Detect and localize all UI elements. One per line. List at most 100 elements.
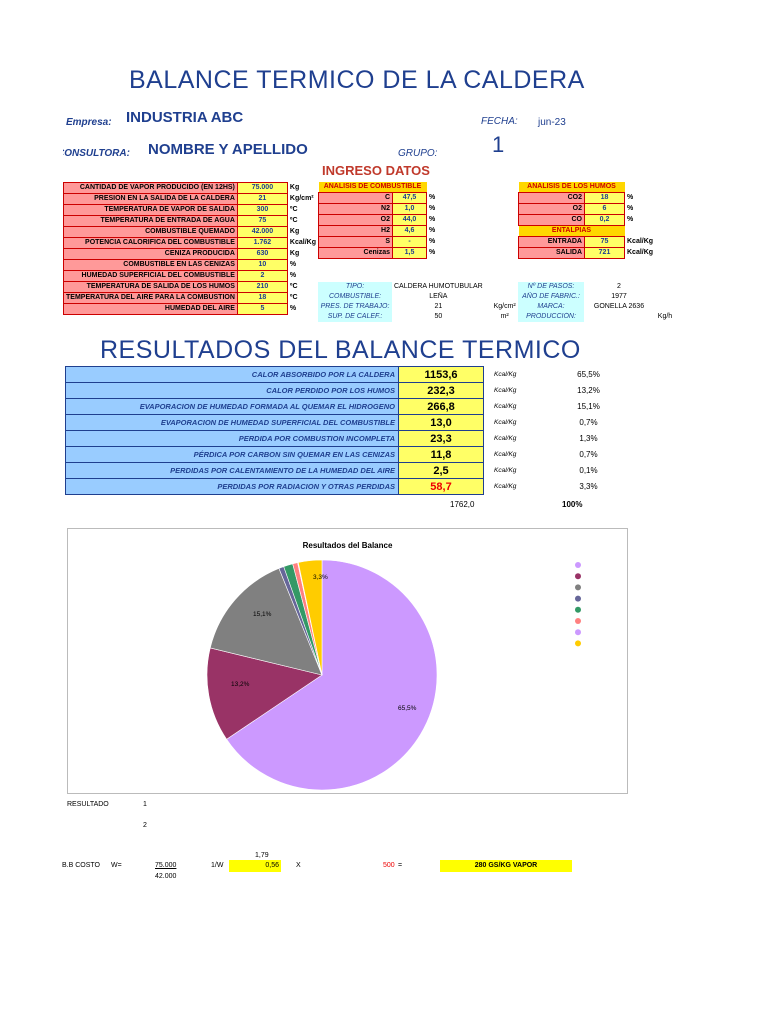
combustible-unit: % — [429, 227, 436, 234]
input-row: COMBUSTIBLE QUEMADO 42.000 Kg — [63, 226, 324, 238]
pie-label: 65,5% — [398, 705, 417, 712]
empresa-value: INDUSTRIA ABC — [126, 109, 244, 126]
caldera-info2-table: Nº DE PASOS: 2 AÑO DE FABRIC.: 1977 MARCA: GO… — [518, 282, 676, 322]
input-value: 210 — [236, 281, 288, 293]
input-value: 21 — [236, 193, 288, 205]
caldera-info2-value — [584, 312, 654, 322]
input-value: 5 — [236, 303, 288, 315]
caldera-info-row: SUP. DE CALEF.: 50 m² — [318, 312, 525, 322]
combustible-value: 4,6 — [392, 225, 427, 237]
x-label: X — [296, 862, 301, 869]
input-label: POTENCIA CALORIFICA DEL COMBUSTIBLE — [63, 237, 238, 249]
input-value: 1.762 — [236, 237, 288, 249]
combustible-row: N2 1,0% — [318, 203, 443, 215]
result-row: PERDIDAS POR RADIACION Y OTRAS PERDIDAS 5… — [65, 478, 622, 495]
legend-marker — [575, 618, 581, 624]
combustible-row: H2 4,6% — [318, 225, 443, 237]
caldera-info-value: 21 — [434, 303, 443, 310]
result-pct: 13,2% — [577, 386, 600, 395]
result-value: 11,8 — [398, 446, 484, 463]
input-label: CENIZA PRODUCIDA — [63, 248, 238, 260]
input-label: COMBUSTIBLE QUEMADO — [63, 226, 238, 238]
pie-slice — [206, 647, 323, 740]
pie-slice — [209, 567, 323, 676]
caldera-info2-row: MARCA: GONELLA 2636 — [518, 302, 676, 312]
combustible-row: O2 44,0% — [318, 214, 443, 226]
resultados-title: RESULTADOS DEL BALANCE TERMICO — [100, 336, 581, 364]
inputs-table: CANTIDAD DE VAPOR PRODUCIDO (EN 12HS) 75.… — [63, 182, 324, 315]
input-unit: % — [289, 305, 297, 312]
input-row: POTENCIA CALORIFICA DEL COMBUSTIBLE 1.762… — [63, 237, 324, 249]
result-row: CALOR ABSORBIDO POR LA CALDERA 1153,6 Kcal… — [65, 366, 622, 383]
humos-header: ANALISIS DE LOS HUMOS — [518, 182, 625, 193]
result-unit: Kcal/Kg — [494, 451, 517, 458]
input-label: PRESION EN LA SALIDA DE LA CALDERA — [63, 193, 238, 205]
result-label: PERDIDAS POR RADIACION Y OTRAS PERDIDAS — [65, 478, 399, 495]
fecha-value: jun-23 — [538, 117, 566, 128]
result-row: PERDIDAS POR CALENTAMIENTO DE LA HUMEDAD… — [65, 462, 622, 479]
equals-label: = — [398, 862, 403, 869]
result-unit: Kcal/Kg — [494, 483, 517, 490]
entalpia-unit: Kcal/Kg — [627, 249, 654, 256]
input-unit: Kcal/Kg — [289, 239, 316, 246]
result-value: 58,7 — [398, 478, 484, 495]
combustible-value: 1,5 — [392, 247, 427, 259]
caldera-info2-row: AÑO DE FABRIC.: 1977 — [518, 292, 676, 302]
input-unit: ºC — [289, 217, 298, 224]
combustible-label: N2 — [318, 203, 393, 215]
entalpia-row: ENTRADA 75 Kcal/Kg — [518, 236, 665, 248]
caldera-info-row: PRES. DE TRABAJO: 21 Kg/cm² — [318, 302, 525, 312]
resultado-label: RESULTADO — [67, 801, 109, 808]
page-title: BALANCE TERMICO DE LA CALDERA — [129, 66, 585, 94]
humos-value: 6 — [584, 203, 625, 215]
input-value: 2 — [236, 270, 288, 282]
combustible-row: Cenizas 1,5% — [318, 247, 443, 259]
humos-unit: % — [627, 194, 634, 201]
grupo-value: 1 — [492, 132, 505, 157]
caldera-info-label: TIPO: — [318, 282, 392, 292]
result-label: CALOR ABSORBIDO POR LA CALDERA — [65, 366, 399, 383]
input-row: HUMEDAD DEL AIRE 5% — [63, 303, 324, 315]
pie-chart: 65,5% 13,2% 15,1% 3,3% — [206, 559, 581, 791]
costo-label: B.B COSTO — [62, 862, 100, 869]
input-unit: % — [289, 261, 297, 268]
result-pct: 0,7% — [579, 450, 598, 459]
input-value: 18 — [236, 292, 288, 304]
result-pct: 15,1% — [577, 402, 600, 411]
result-row: PERDIDA POR COMBUSTION INCOMPLETA 23,3 Kca… — [65, 430, 622, 447]
caldera-info2-label: MARCA: — [518, 302, 584, 312]
chart-title: Resultados del Balance — [302, 541, 393, 550]
humos-row: O2 6% — [518, 203, 665, 215]
result-value: 23,3 — [398, 430, 484, 447]
input-label: COMBUSTIBLE EN LAS CENIZAS — [63, 259, 238, 271]
combustible-value: 47,5 — [392, 192, 427, 204]
result-label: CALOR PERDIDO POR LOS HUMOS — [65, 382, 399, 399]
result-pct: 3,3% — [579, 482, 598, 491]
w-label: W= — [111, 862, 122, 869]
legend-marker — [575, 640, 581, 647]
input-value: 75 — [236, 215, 288, 227]
result-value: 266,8 — [398, 398, 484, 415]
caldera-info2-value: 2 — [617, 283, 621, 290]
combustible-unit: % — [429, 238, 436, 245]
consultora-label: CONSULTORA: — [57, 148, 130, 159]
legend-marker — [575, 573, 581, 580]
input-unit: ºC — [289, 294, 298, 301]
combustible-unit: % — [429, 249, 436, 256]
resultado-2: 2 — [143, 822, 147, 829]
combustible-table: ANALISIS DE COMBUSTIBLE C 47,5% N2 1,0% O2 44… — [318, 182, 443, 259]
combustible-unit: % — [429, 216, 436, 223]
entalpia-label: SALIDA — [518, 247, 585, 259]
humos-label: CO — [518, 214, 585, 226]
input-row: COMBUSTIBLE EN LAS CENIZAS 10% — [63, 259, 324, 271]
result-row: EVAPORACION DE HUMEDAD FORMADA AL QUEMAR… — [65, 398, 622, 415]
caldera-info-row: TIPO: CALDERA HUMOTUBULAR — [318, 282, 525, 292]
input-unit: % — [289, 272, 297, 279]
input-row: CANTIDAD DE VAPOR PRODUCIDO (EN 12HS) 75.… — [63, 182, 324, 194]
input-row: PRESION EN LA SALIDA DE LA CALDERA 21 Kg/c… — [63, 193, 324, 205]
inverse-label: 1/W — [211, 862, 224, 869]
w-denominator: 42.000 — [155, 873, 177, 880]
input-row: CENIZA PRODUCIDA 630 Kg — [63, 248, 324, 260]
combustible-header: ANALISIS DE COMBUSTIBLE — [318, 182, 427, 193]
fecha-label: FECHA: — [481, 116, 518, 127]
